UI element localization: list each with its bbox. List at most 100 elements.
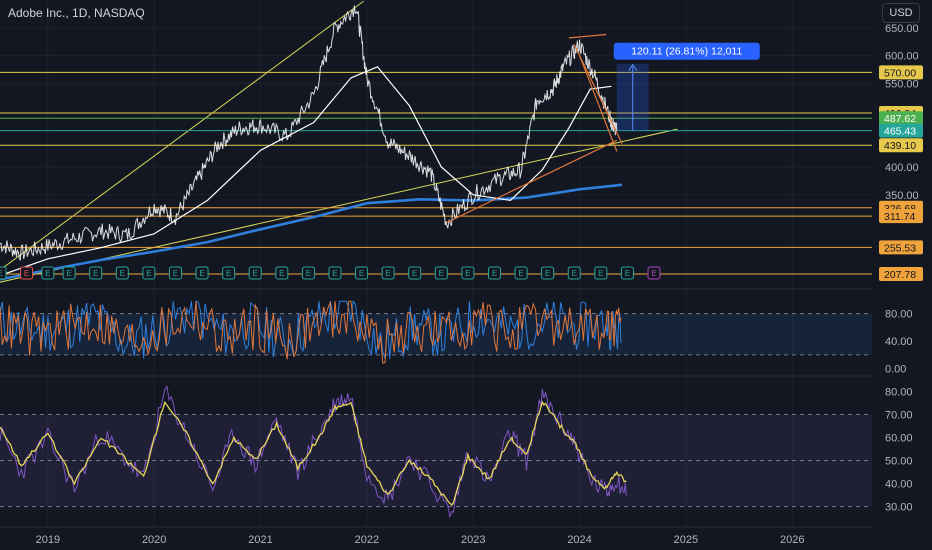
earnings-marker[interactable] <box>195 266 209 280</box>
price-level-tag[interactable] <box>879 65 923 80</box>
earnings-marker-label: E <box>545 269 550 278</box>
rsi-series <box>0 385 627 519</box>
earnings-marker-label: E <box>226 269 231 278</box>
earnings-marker[interactable] <box>275 266 289 280</box>
earnings-marker-label: E <box>253 269 258 278</box>
rsi-tick-label: 30.00 <box>885 502 913 514</box>
earnings-marker[interactable] <box>487 266 501 280</box>
price-level-tag-label: 570.00 <box>884 67 916 79</box>
price-level-tag[interactable] <box>879 266 923 281</box>
earnings-marker-label: E <box>492 269 497 278</box>
earnings-marker[interactable] <box>461 266 475 280</box>
price-level-tag-label: 255.53 <box>884 242 916 254</box>
channel-line <box>568 33 607 39</box>
earnings-marker-label: E <box>332 269 337 278</box>
price-tick-label: 350.00 <box>885 190 919 202</box>
price-level-tag-label: 439.10 <box>884 140 916 152</box>
earnings-marker[interactable] <box>20 266 34 280</box>
earnings-marker[interactable] <box>115 266 129 280</box>
price-level-tag-label: 487.62 <box>884 113 916 125</box>
stochastic-pane[interactable] <box>0 299 872 364</box>
earnings-marker-label: E <box>146 269 151 278</box>
price-level-tag[interactable] <box>879 209 923 224</box>
earnings-marker[interactable] <box>541 266 555 280</box>
measure-arrow-head <box>628 63 638 71</box>
rsi-pane[interactable] <box>0 385 872 519</box>
earnings-marker[interactable] <box>567 266 581 280</box>
earnings-marker-label: E <box>625 269 630 278</box>
earnings-marker[interactable] <box>328 266 342 280</box>
rsi-tick-label: 40.00 <box>885 479 913 491</box>
trendline <box>0 128 678 283</box>
price-tick-label: 400.00 <box>885 162 919 174</box>
earnings-marker-label: E <box>199 269 204 278</box>
earnings-marker[interactable] <box>514 266 528 280</box>
earnings-marker[interactable] <box>434 266 448 280</box>
earnings-marker[interactable] <box>0 266 7 280</box>
earnings-marker[interactable] <box>647 266 661 280</box>
rsi-tick-label: 70.00 <box>885 410 913 422</box>
earnings-marker-label: E <box>572 269 577 278</box>
earnings-marker-label: E <box>439 269 444 278</box>
price-level-tag[interactable] <box>879 240 923 255</box>
price-level-tag-label: 311.74 <box>884 211 915 223</box>
stochastic-tick-label: 0.00 <box>885 364 906 376</box>
earnings-marker-label: E <box>120 269 125 278</box>
price-series <box>0 5 618 261</box>
earnings-marker-label: E <box>45 269 50 278</box>
moving-average-short <box>0 66 612 277</box>
earnings-marker[interactable] <box>408 266 422 280</box>
price-level-tag-label: 207.78 <box>884 269 916 281</box>
stochastic-tick-label: 80.00 <box>885 309 913 321</box>
earnings-marker[interactable] <box>142 266 156 280</box>
earnings-marker[interactable] <box>301 266 315 280</box>
time-tick-label: 2023 <box>461 534 485 546</box>
earnings-marker-label: E <box>359 269 364 278</box>
price-tick-label: 600.00 <box>885 51 919 63</box>
earnings-marker[interactable] <box>222 266 236 280</box>
time-tick-label: 2020 <box>142 534 166 546</box>
time-tick-label: 2025 <box>674 534 698 546</box>
earnings-marker-label: E <box>0 269 3 278</box>
price-pane[interactable]: 120.11 (26.81%) 12,011 E E E E E E E E E E E E E E E E E E… <box>0 0 872 283</box>
stochastic-series <box>0 299 622 359</box>
time-tick-label: 2019 <box>36 534 60 546</box>
rsi-tick-label: 50.00 <box>885 456 913 468</box>
earnings-marker-label: E <box>412 269 417 278</box>
earnings-marker[interactable] <box>248 266 262 280</box>
earnings-marker-label: E <box>66 269 71 278</box>
price-level-tag[interactable] <box>879 111 923 126</box>
price-level-tag[interactable] <box>879 138 923 153</box>
measure-label: 120.11 (26.81%) 12,011 <box>631 46 742 58</box>
earnings-marker[interactable] <box>594 266 608 280</box>
earnings-marker-label: E <box>651 269 656 278</box>
pane-dividers <box>0 288 932 528</box>
earnings-marker[interactable] <box>41 266 55 280</box>
earnings-marker[interactable] <box>355 266 369 280</box>
price-level-tag-label: 465.43 <box>884 126 916 138</box>
earnings-marker[interactable] <box>168 266 182 280</box>
earnings-marker-label: E <box>306 269 311 278</box>
trendline <box>0 0 364 271</box>
moving-average-long <box>0 183 623 281</box>
symbol-title[interactable]: Adobe Inc., 1D, NASDAQ <box>8 6 145 20</box>
time-tick-label: 2024 <box>567 534 591 546</box>
earnings-marker-label: E <box>24 269 29 278</box>
earnings-marker[interactable] <box>62 266 76 280</box>
rsi-tick-label: 60.00 <box>885 433 913 445</box>
channel-line <box>446 139 618 224</box>
price-axis[interactable]: 650.00600.00550.00400.00350.00570.00496.… <box>872 0 932 550</box>
earnings-marker-label: E <box>518 269 523 278</box>
earnings-marker-label: E <box>385 269 390 278</box>
price-level-tag[interactable] <box>879 123 923 138</box>
earnings-marker[interactable] <box>89 266 103 280</box>
earnings-marker[interactable] <box>620 266 634 280</box>
rsi-tick-label: 80.00 <box>885 387 913 399</box>
currency-button[interactable]: USD <box>882 3 920 23</box>
stochastic-series <box>0 300 622 364</box>
price-tick-label: 550.00 <box>885 78 919 90</box>
earnings-marker[interactable] <box>381 266 395 280</box>
time-axis[interactable]: 2019 2020 2021 2022 2023 2024 2025 2026 <box>36 534 805 546</box>
earnings-marker-label: E <box>598 269 603 278</box>
